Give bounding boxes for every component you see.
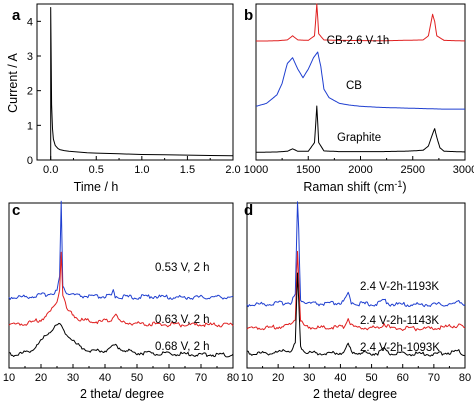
panel-a-ytick-label: 0 — [27, 155, 33, 167]
panel-letter-d: d — [244, 202, 253, 219]
panel-c-xtick-label: 10 — [3, 372, 15, 384]
panel-d-xtick-label: 50 — [365, 372, 377, 384]
panel-c-series-line — [9, 322, 234, 358]
panel-a-xtick-label: 0.0 — [43, 164, 58, 176]
annot-cb-2-6v-1h: CB-2.6 V-1h — [327, 35, 390, 47]
panel-a-ytick-label: 1 — [27, 120, 33, 132]
panel-d-series-line — [246, 250, 466, 332]
panel-c-xtick-label: 80 — [227, 372, 239, 384]
annot-1093k: 2.4 V-2h-1093K — [360, 342, 440, 354]
panel-a-ytick-label: 3 — [27, 51, 33, 63]
annot-0-53v: 0.53 V, 2 h — [155, 262, 210, 274]
panel-d-xtick-label: 70 — [428, 372, 440, 384]
panel-a: a 0.0 0.5 1.0 1.5 2.0 0 1 2 3 4 Time / h Current … — [6, 3, 241, 194]
panel-c-series-line — [8, 251, 234, 328]
panel-b-xtick-label: 3000 — [453, 164, 474, 176]
panel-c-xtick-label: 20 — [35, 372, 47, 384]
annot-cb: CB — [346, 80, 362, 92]
panel-b-series-line — [255, 51, 465, 110]
panel-b-series-line — [256, 105, 466, 153]
panel-d-xtick-label: 60 — [397, 372, 409, 384]
annot-1193k: 2.4 V-2h-1193K — [360, 281, 439, 293]
panel-letter-b: b — [244, 7, 253, 24]
panel-a-ytick-label: 2 — [27, 86, 33, 98]
panel-b-xtick-label: 1500 — [296, 164, 320, 176]
panel-c-series-line — [8, 200, 234, 300]
panel-b-xtick-label: 2500 — [401, 164, 425, 176]
panel-d-xtick-label: 40 — [334, 372, 346, 384]
panel-a-xtick-label: 1.0 — [134, 164, 149, 176]
panel-a-xtick-label: 0.5 — [89, 164, 104, 176]
panel-b-xlabel: Raman shift (cm-1) — [303, 179, 406, 194]
panel-b-xtick-label: 2000 — [348, 164, 372, 176]
panel-c-xtick-label: 30 — [67, 372, 79, 384]
panel-letter-a: a — [12, 7, 21, 24]
panel-d-series-line — [246, 272, 466, 357]
panel-a-ylabel: Current / A — [6, 52, 20, 112]
panel-c-xtick-label: 40 — [99, 372, 111, 384]
panel-d-xtick-label: 30 — [303, 372, 315, 384]
panel-d-xtick-label: 20 — [272, 372, 284, 384]
panel-d-xlabel: 2 theta/ degree — [313, 387, 397, 401]
panel-b-series-line — [256, 3, 466, 42]
panel-a-xtick-label: 2.0 — [225, 164, 240, 176]
panel-a-frame — [36, 3, 234, 161]
annot-0-68v: 0.68 V, 2 h — [155, 341, 210, 353]
panel-c-xtick-label: 70 — [195, 372, 207, 384]
panel-a-xtick-label: 1.5 — [180, 164, 195, 176]
panel-c: c 10 20 30 40 50 60 70 80 2 theta/ degree 0.53 … — [3, 200, 239, 401]
annot-graphite: Graphite — [337, 132, 381, 144]
panel-d-xtick-label: 10 — [241, 372, 253, 384]
panel-c-xlabel: 2 theta/ degree — [80, 387, 164, 401]
panel-a-ytick-label: 4 — [27, 16, 33, 28]
panel-b-xtick-label: 1000 — [244, 164, 268, 176]
panel-d-xtick-label: 80 — [459, 372, 471, 384]
panel-a-xlabel: Time / h — [74, 180, 119, 194]
panel-d-series-line — [246, 201, 466, 308]
panel-a-series-line — [50, 7, 234, 160]
annot-0-63v: 0.63 V, 2 h — [155, 314, 210, 326]
panel-c-xtick-label: 50 — [131, 372, 143, 384]
annot-1143k: 2.4 V-2h-1143K — [360, 315, 439, 327]
panel-b: b 1000 1500 2000 2500 3000 Raman shift (cm-1… — [244, 3, 474, 194]
panel-letter-c: c — [12, 202, 20, 219]
panel-d: d 10 20 30 40 50 60 70 80 2 theta/ degree 2.4 V… — [241, 201, 471, 401]
panel-c-xtick-label: 60 — [163, 372, 175, 384]
